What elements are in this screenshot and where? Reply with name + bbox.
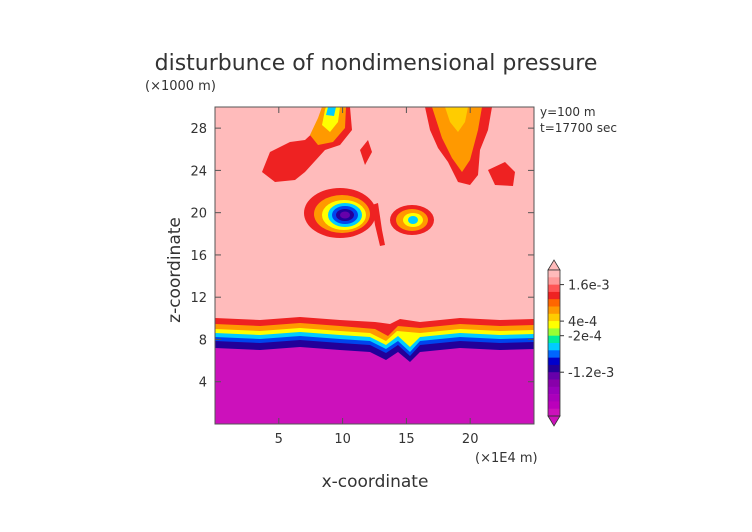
colorbar-swatch — [548, 291, 560, 300]
y-tick-label: 12 — [190, 291, 207, 306]
colorbar-swatch — [548, 386, 560, 395]
colorbar-arrow-bottom — [547, 415, 561, 427]
y-tick-label: 28 — [190, 122, 207, 137]
y-tick-label: 16 — [190, 249, 207, 264]
x-axis: 5 10 15 20 — [275, 107, 479, 447]
plume-right-red-2 — [488, 162, 515, 186]
colorbar-swatch — [548, 284, 560, 293]
plume-left-cyan — [326, 107, 336, 116]
colorbar-swatch — [548, 372, 560, 380]
colorbar-label: -1.2e-3 — [568, 366, 614, 381]
y-tick-label: 8 — [199, 333, 207, 348]
y-tick-label: 24 — [190, 164, 207, 179]
colorbar-swatch — [548, 343, 560, 351]
colorbar-swatch — [548, 357, 560, 366]
colorbar-swatch — [548, 408, 560, 417]
colorbar-swatch — [548, 379, 560, 388]
colorbar-label: 4e-4 — [568, 315, 597, 330]
colorbar-swatch — [548, 299, 560, 307]
colorbar-swatch — [548, 313, 560, 322]
y-tick-label: 4 — [199, 376, 207, 391]
colorbar-swatch — [548, 277, 560, 285]
colorbar-swatch — [548, 335, 560, 344]
colorbar-swatch — [548, 394, 560, 402]
plume-right-yellow — [445, 107, 468, 132]
lower-layer — [215, 347, 534, 424]
chart-title: disturbunce of nondimensional pressure — [155, 51, 598, 76]
colorbar-swatch — [548, 401, 560, 409]
colorbar-swatch — [548, 350, 560, 358]
colorbar-swatch — [548, 364, 560, 373]
y-axis-label: z-coordinate — [165, 217, 185, 323]
plot-frame — [214, 106, 535, 425]
colorbar-label: -2e-4 — [568, 330, 602, 345]
colorbar: 1.6e-3 4e-4-2e-4 -1.2e-3 — [547, 259, 614, 427]
colorbar-swatch — [548, 328, 560, 336]
x-tick-label: 10 — [334, 432, 351, 447]
filament-red — [372, 203, 385, 246]
colorbar-swatch — [548, 306, 560, 315]
plume-right-orange — [432, 107, 482, 172]
colorbar-frame — [547, 269, 561, 417]
colorbar-swatch — [548, 270, 560, 278]
colorbar-label: 1.6e-3 — [568, 279, 610, 294]
y-unit-label: (×1000 m) — [145, 79, 216, 94]
x-tick-label: 20 — [462, 432, 479, 447]
x-tick-label: 15 — [398, 432, 415, 447]
core-2-cyan — [408, 216, 418, 224]
x-unit-label: (×1E4 m) — [475, 451, 538, 466]
annotation-t: t=17700 sec — [540, 121, 617, 135]
y-tick-label: 20 — [190, 207, 207, 222]
x-axis-label: x-coordinate — [322, 472, 429, 492]
y-axis: 4 8 12 16 20 24 28 — [190, 122, 534, 391]
x-tick-label: 5 — [275, 432, 283, 447]
plume-midtop-red — [360, 140, 372, 165]
annotation-y: y=100 m — [540, 105, 596, 119]
core-1-purple — [340, 211, 350, 219]
colorbar-arrow-top — [547, 259, 561, 271]
plot-area — [214, 106, 535, 425]
colorbar-swatch — [548, 321, 560, 329]
